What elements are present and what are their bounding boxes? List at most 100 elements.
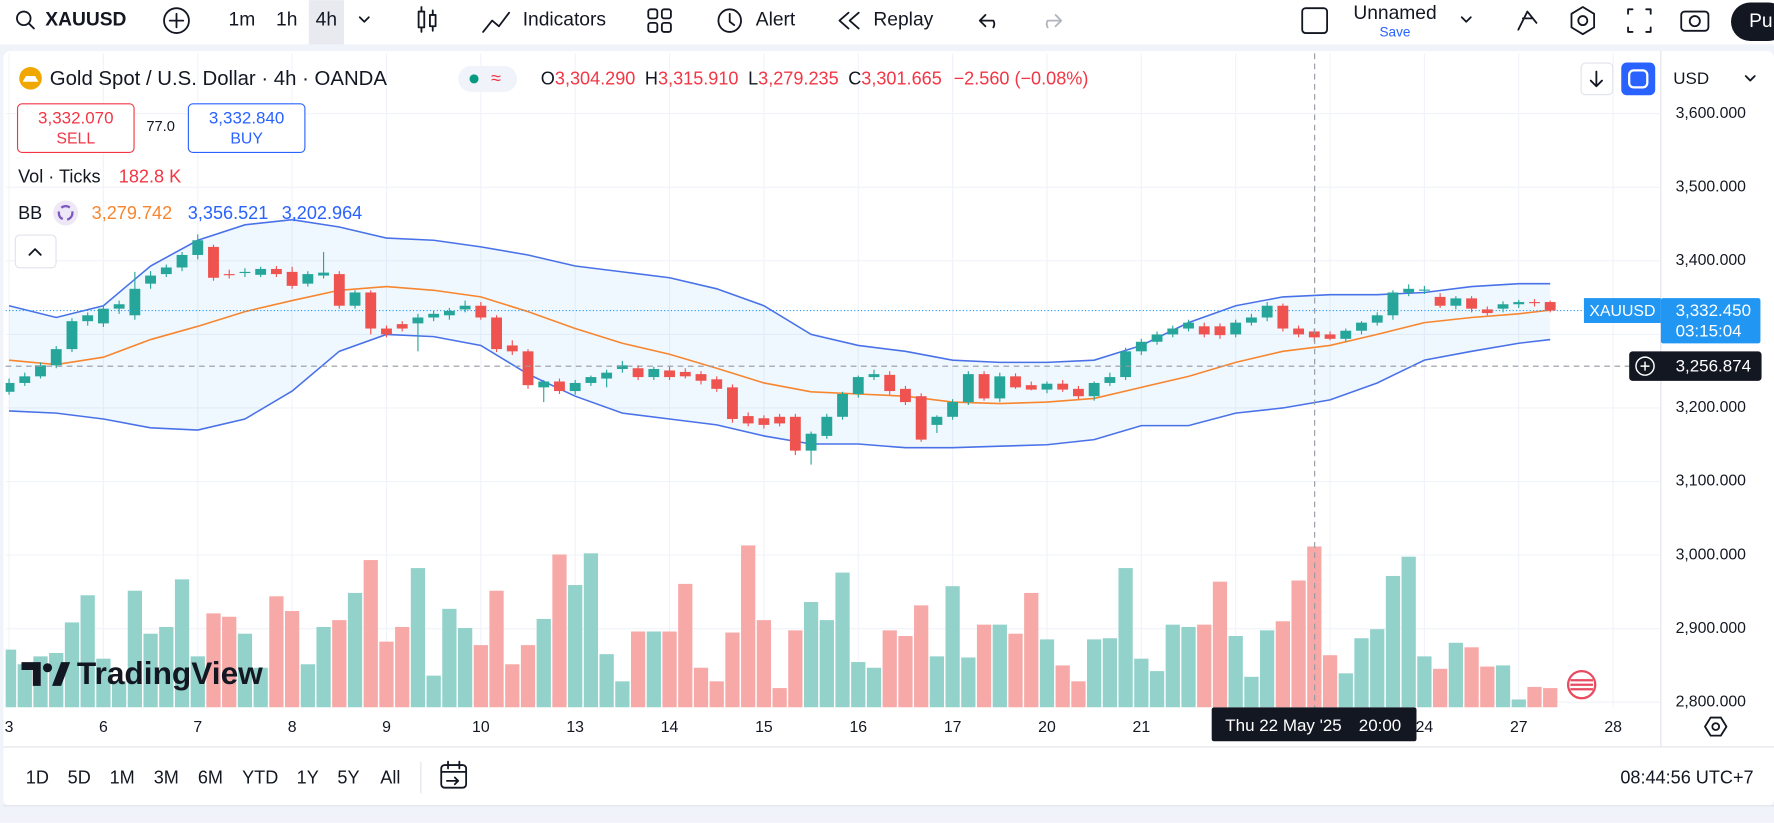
redo-button[interactable] <box>1045 14 1063 29</box>
candle-body <box>758 418 770 425</box>
volume-bar <box>1448 642 1463 708</box>
volume-bar <box>127 590 142 708</box>
range-button[interactable]: All <box>380 767 400 787</box>
collapse-legend[interactable] <box>14 234 57 269</box>
templates-button[interactable] <box>647 8 672 33</box>
candle-body <box>1450 298 1462 306</box>
buy-button[interactable] <box>187 103 306 153</box>
settings-button[interactable] <box>1570 6 1596 36</box>
range-button[interactable]: YTD <box>242 767 278 787</box>
search[interactable]: XAUUSD <box>16 10 127 31</box>
volume-bar <box>693 667 709 708</box>
sell-button[interactable] <box>16 103 135 153</box>
candle-body <box>160 267 172 275</box>
volume-bar <box>426 675 441 708</box>
layout-icon[interactable] <box>1301 7 1329 34</box>
volume-bar <box>1511 699 1526 708</box>
publish-label[interactable]: Pu <box>1749 11 1773 32</box>
range-button[interactable]: 1D <box>26 767 49 787</box>
currency[interactable]: USD <box>1673 69 1709 88</box>
volume-bar <box>1087 639 1102 708</box>
range-bar: 1D 5D 1M 3M 6M YTD 1Y 5Y All <box>26 767 401 787</box>
chart-type-button[interactable] <box>417 6 437 33</box>
clock[interactable]: 08:44:56 UTC+7 <box>1620 767 1753 787</box>
fullscreen-button[interactable] <box>1627 8 1652 33</box>
interval[interactable]: 1m <box>229 10 256 31</box>
x-tick-label: 24 <box>1416 719 1434 736</box>
range-button[interactable]: 1M <box>110 767 135 787</box>
candle-body <box>428 313 440 318</box>
sell-label[interactable]: SELL <box>56 131 95 148</box>
buy-label[interactable]: BUY <box>230 131 263 148</box>
candle-body <box>1057 383 1069 390</box>
quick-search[interactable] <box>1517 10 1538 31</box>
range-button[interactable]: 5D <box>68 767 91 787</box>
candle-body <box>962 374 974 403</box>
volume-bar <box>1071 681 1086 708</box>
volume-bar <box>1244 676 1259 708</box>
candle-body <box>475 305 487 318</box>
status-pill[interactable] <box>458 65 518 92</box>
volume-bar <box>174 579 190 708</box>
alert-button[interactable]: Alert <box>756 10 796 31</box>
candle-body <box>1135 341 1147 352</box>
volume-bar <box>1102 638 1118 708</box>
watermark: TradingView <box>77 655 263 691</box>
candle-body <box>616 365 628 369</box>
candle-body <box>82 315 94 322</box>
replay-button[interactable]: Replay <box>873 10 933 31</box>
volume-bar <box>992 624 1007 708</box>
goto-date[interactable] <box>440 764 468 789</box>
volume-bar <box>1055 665 1070 708</box>
candle-body <box>900 388 911 403</box>
candle-body <box>113 304 125 309</box>
ohlc-key: L <box>748 68 758 88</box>
bb-name: BB <box>18 203 42 223</box>
candle-body <box>176 254 188 268</box>
range-button[interactable]: 3M <box>154 767 179 787</box>
candle-body <box>1308 331 1320 338</box>
snapshot-button[interactable] <box>1680 10 1710 32</box>
ohlc-change: −2.560 (−0.08%) <box>954 68 1089 88</box>
axis-settings[interactable] <box>1704 716 1728 737</box>
compare-button[interactable] <box>163 7 190 34</box>
volume-bar <box>253 667 268 708</box>
symbol[interactable]: XAUUSD <box>45 10 126 31</box>
range-button[interactable]: 6M <box>198 767 223 787</box>
publish-button[interactable] <box>1731 2 1774 41</box>
auto-scale-button[interactable] <box>1621 62 1656 96</box>
volume-bar <box>222 616 237 708</box>
x-tick-label: 27 <box>1510 719 1528 736</box>
layout-menu[interactable] <box>1460 16 1472 23</box>
candle-body <box>648 368 660 378</box>
volume-bar <box>929 656 945 708</box>
range-button[interactable]: 5Y <box>337 767 359 787</box>
top-toolbar <box>0 0 1774 45</box>
buy-price[interactable]: 3,332.840 <box>209 109 285 128</box>
candle-body <box>1466 298 1478 309</box>
currency-menu[interactable] <box>1744 75 1756 82</box>
layout-name[interactable]: Unnamed <box>1353 3 1436 24</box>
y-tick-label: 3,200.000 <box>1676 399 1747 416</box>
arrow-icon <box>1589 70 1603 88</box>
ohlc-value: 3,304.290 <box>555 68 636 88</box>
volume-bar <box>961 657 976 708</box>
sell-price[interactable]: 3,332.070 <box>38 109 114 128</box>
indicators-button[interactable]: Indicators <box>523 10 606 31</box>
volume-bar <box>379 641 394 708</box>
volume-bar <box>269 596 284 708</box>
interval[interactable]: 4h <box>316 10 337 31</box>
candle-body <box>1481 309 1493 314</box>
interval-menu[interactable] <box>358 16 370 23</box>
interval[interactable]: 1h <box>276 10 297 31</box>
candle-body <box>129 288 141 316</box>
settings-dot <box>1577 15 1589 27</box>
undo-button[interactable] <box>978 14 996 29</box>
save-label[interactable]: Save <box>1380 25 1411 40</box>
candle-body <box>1198 326 1210 335</box>
range-button[interactable]: 1Y <box>297 767 319 787</box>
x-tick-label: 8 <box>288 719 297 736</box>
bb-icon-bg[interactable] <box>53 200 79 226</box>
add-alert-icon[interactable] <box>1635 356 1655 376</box>
